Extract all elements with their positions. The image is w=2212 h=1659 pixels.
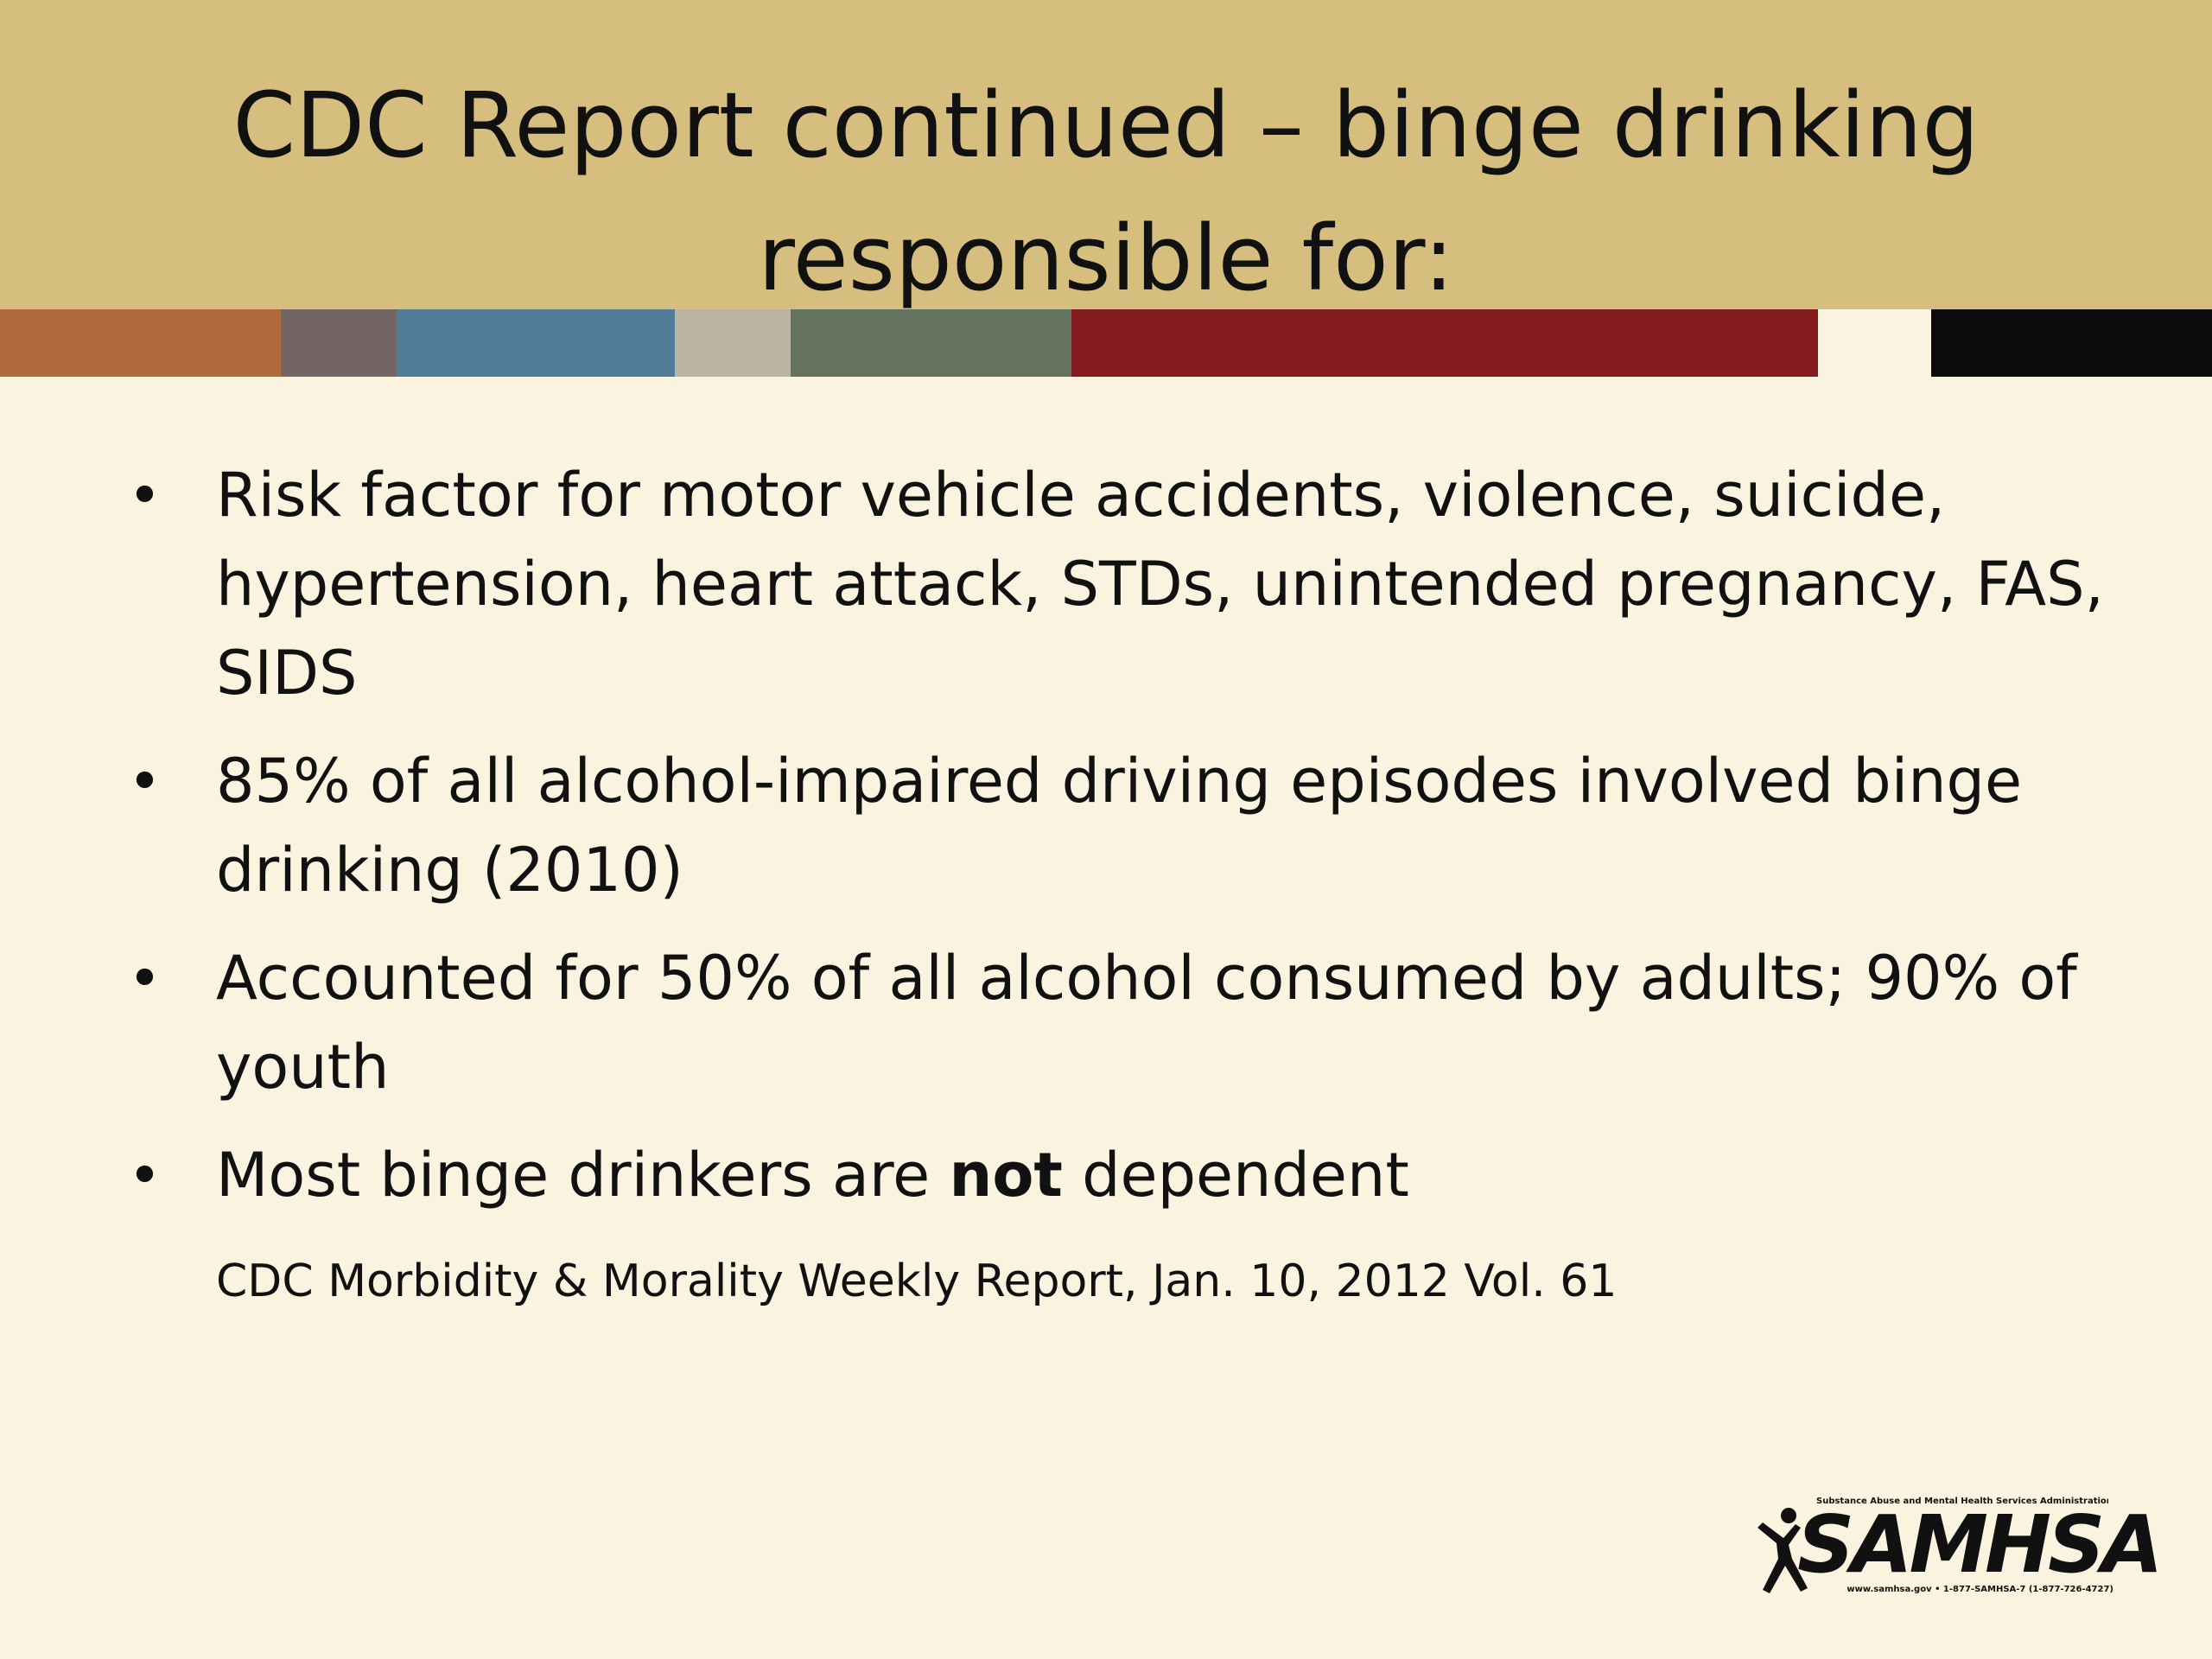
bullet-item: • Risk factor for motor vehicle accident…	[128, 451, 2115, 718]
color-strip-segment	[1818, 309, 1931, 377]
bullet-text: Accounted for 50% of all alcohol consume…	[216, 943, 2077, 1103]
slide-title: CDC Report continued – binge drinking re…	[232, 73, 1980, 311]
bullet-text: Most binge drinkers are not dependent	[216, 1140, 1409, 1211]
bullet-item: • Accounted for 50% of all alcohol consu…	[128, 934, 2115, 1112]
color-strip-segment	[0, 309, 281, 377]
citation: CDC Morbidity & Morality Weekly Report, …	[216, 1255, 1618, 1307]
bullet-list: • Risk factor for motor vehicle accident…	[128, 451, 2115, 1239]
samhsa-logo: Substance Abuse and Mental Health Servic…	[1745, 1495, 2163, 1600]
color-strip	[0, 309, 2212, 377]
color-strip-segment	[1931, 309, 2212, 377]
bullet-marker: •	[128, 1142, 162, 1209]
bullet-text: Risk factor for motor vehicle accidents,…	[216, 460, 2104, 709]
bullet-marker: •	[128, 748, 162, 815]
bullet-text-after: dependent	[1062, 1140, 1409, 1211]
logo-tagline: Substance Abuse and Mental Health Servic…	[1816, 1497, 2108, 1506]
color-strip-segment	[675, 309, 791, 377]
bullet-marker: •	[128, 945, 162, 1012]
logo-wordmark: SAMHSA	[1797, 1498, 2163, 1591]
title-band	[0, 0, 2212, 311]
bullet-marker: •	[128, 462, 162, 529]
color-strip-segment	[397, 309, 675, 377]
emphasis-text: not	[949, 1140, 1063, 1211]
bullet-item: • 85% of all alcohol-impaired driving ep…	[128, 737, 2115, 915]
bullet-item: • Most binge drinkers are not dependent	[128, 1131, 2115, 1220]
color-strip-segment	[1071, 309, 1818, 377]
color-strip-segment	[791, 309, 1071, 377]
bullet-text-before: Most binge drinkers are	[216, 1140, 950, 1211]
color-strip-segment	[281, 309, 397, 377]
logo-contact: www.samhsa.gov • 1-877-SAMHSA-7 (1-877-7…	[1847, 1585, 2113, 1594]
person-figure-icon	[1758, 1508, 1808, 1593]
bullet-text: 85% of all alcohol-impaired driving epis…	[216, 746, 2023, 906]
